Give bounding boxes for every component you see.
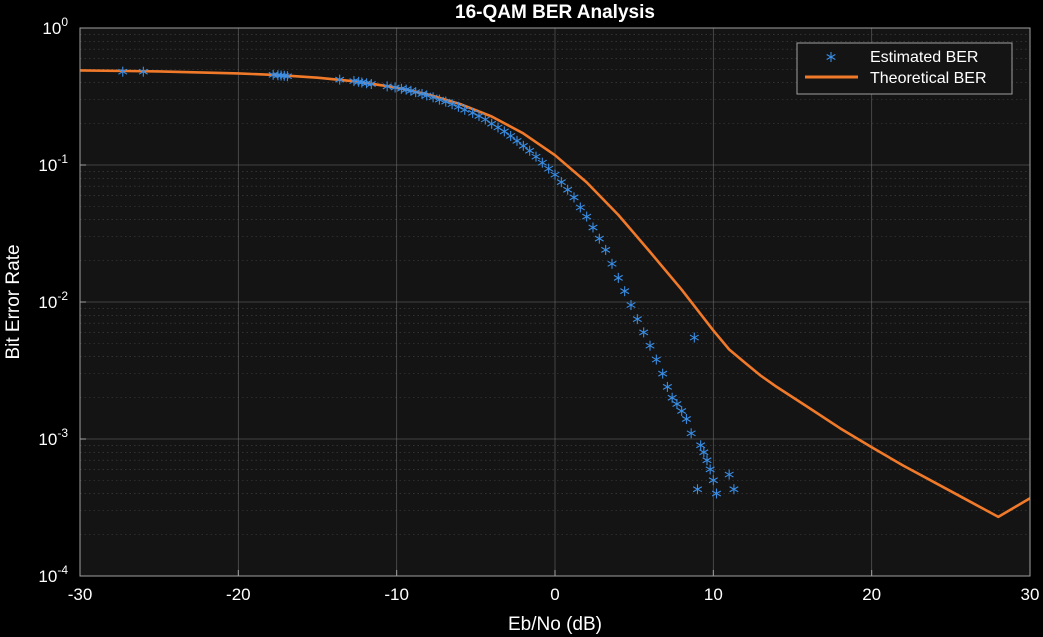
estimated-ber-point xyxy=(639,327,649,338)
estimated-ber-point xyxy=(692,484,703,495)
estimated-ber-point xyxy=(699,447,709,458)
estimated-ber-point xyxy=(453,101,464,112)
y-tick-label: 10-2 xyxy=(38,289,68,312)
estimated-ber-point xyxy=(681,413,692,424)
estimated-ber-point xyxy=(406,85,416,96)
estimated-ber-point xyxy=(689,332,699,343)
y-tick-label: 100 xyxy=(42,15,68,38)
y-axis-label: Bit Error Rate xyxy=(3,244,24,359)
x-tick-label: -20 xyxy=(226,585,251,604)
estimated-ber-point xyxy=(632,314,642,325)
y-tick-label: 10-4 xyxy=(38,563,68,586)
estimated-ber-point xyxy=(582,211,592,222)
theoretical-ber-line xyxy=(79,69,1031,519)
estimated-ber-point xyxy=(724,469,734,480)
estimated-ber-point xyxy=(613,272,623,283)
estimated-ber-point xyxy=(512,135,522,146)
estimated-ber-point xyxy=(601,244,611,255)
estimated-ber-point xyxy=(588,222,598,233)
x-axis-label: Eb/No (dB) xyxy=(508,614,602,635)
estimated-ber-point xyxy=(575,202,585,213)
estimated-ber-point xyxy=(696,440,706,451)
estimated-ber-point xyxy=(677,406,687,417)
estimated-ber-point xyxy=(537,157,547,168)
estimated-ber-point xyxy=(335,74,345,85)
estimated-ber-point xyxy=(428,92,438,103)
estimated-ber-point xyxy=(729,484,739,495)
estimated-ber-point xyxy=(480,114,490,125)
chart-title: 16-QAM BER Analysis xyxy=(455,2,655,23)
estimated-ber-point xyxy=(626,300,636,311)
estimated-ber-point xyxy=(447,99,457,110)
estimated-ber-point xyxy=(441,96,451,107)
y-tick-label: 10-3 xyxy=(38,426,68,449)
x-tick-label: 10 xyxy=(704,585,723,604)
y-tick-label: 10-1 xyxy=(38,152,68,175)
legend-estimated-marker-icon xyxy=(826,52,836,62)
legend-theoretical-label: Theoretical BER xyxy=(870,70,987,87)
estimated-ber-point xyxy=(662,381,673,392)
x-tick-label: 30 xyxy=(1021,585,1040,604)
estimated-ber-point xyxy=(594,233,604,244)
estimated-ber-point xyxy=(434,94,445,105)
estimated-ber-point xyxy=(702,455,712,466)
x-tick-label: 0 xyxy=(550,585,559,604)
estimated-ber-point xyxy=(506,130,516,141)
estimated-ber-point xyxy=(531,151,541,162)
estimated-ber-point xyxy=(499,126,509,137)
estimated-ber-point xyxy=(460,104,470,115)
estimated-ber-point xyxy=(607,258,617,269)
x-tick-label: -10 xyxy=(384,585,409,604)
estimated-ber-point xyxy=(525,145,535,156)
legend-estimated-label: Estimated BER xyxy=(870,49,978,66)
estimated-ber-point xyxy=(282,71,293,82)
estimated-ber-point xyxy=(518,140,528,151)
estimated-ber-point xyxy=(422,90,432,101)
estimated-ber-point xyxy=(711,488,722,499)
legend-asterisk-icon xyxy=(826,52,836,62)
x-tick-label: -30 xyxy=(68,585,93,604)
estimated-ber-point xyxy=(556,177,566,188)
estimated-ber-point xyxy=(563,184,573,195)
estimated-ber-point xyxy=(118,66,128,77)
estimated-ber-point xyxy=(705,464,715,475)
x-tick-label: 20 xyxy=(862,585,881,604)
estimated-ber-point xyxy=(645,340,655,351)
estimated-ber-point xyxy=(411,87,421,98)
data-series xyxy=(79,66,1031,519)
estimated-ber-point xyxy=(550,169,560,180)
estimated-ber-point xyxy=(658,368,668,379)
legend-box xyxy=(796,42,1013,95)
axis-ticks: -30 -20 -10 0 10 20 30 10-4 10-3 10-2 10-1 100 xyxy=(38,15,1039,604)
estimated-ber-point xyxy=(390,82,400,93)
estimated-ber-point xyxy=(672,399,682,410)
estimated-ber-point xyxy=(366,79,376,90)
legend: Estimated BER Theoretical BER xyxy=(796,42,1013,95)
estimated-ber-point xyxy=(417,88,427,99)
estimated-ber-point xyxy=(686,428,696,439)
estimated-ber-point xyxy=(620,286,630,297)
estimated-ber-point xyxy=(138,66,148,77)
estimated-ber-point xyxy=(651,354,661,365)
estimated-ber-point xyxy=(667,392,677,403)
estimated-ber-point xyxy=(382,81,392,92)
estimated-ber-point xyxy=(708,475,718,486)
estimated-ber-point xyxy=(569,192,579,203)
estimated-ber-point xyxy=(544,163,554,174)
